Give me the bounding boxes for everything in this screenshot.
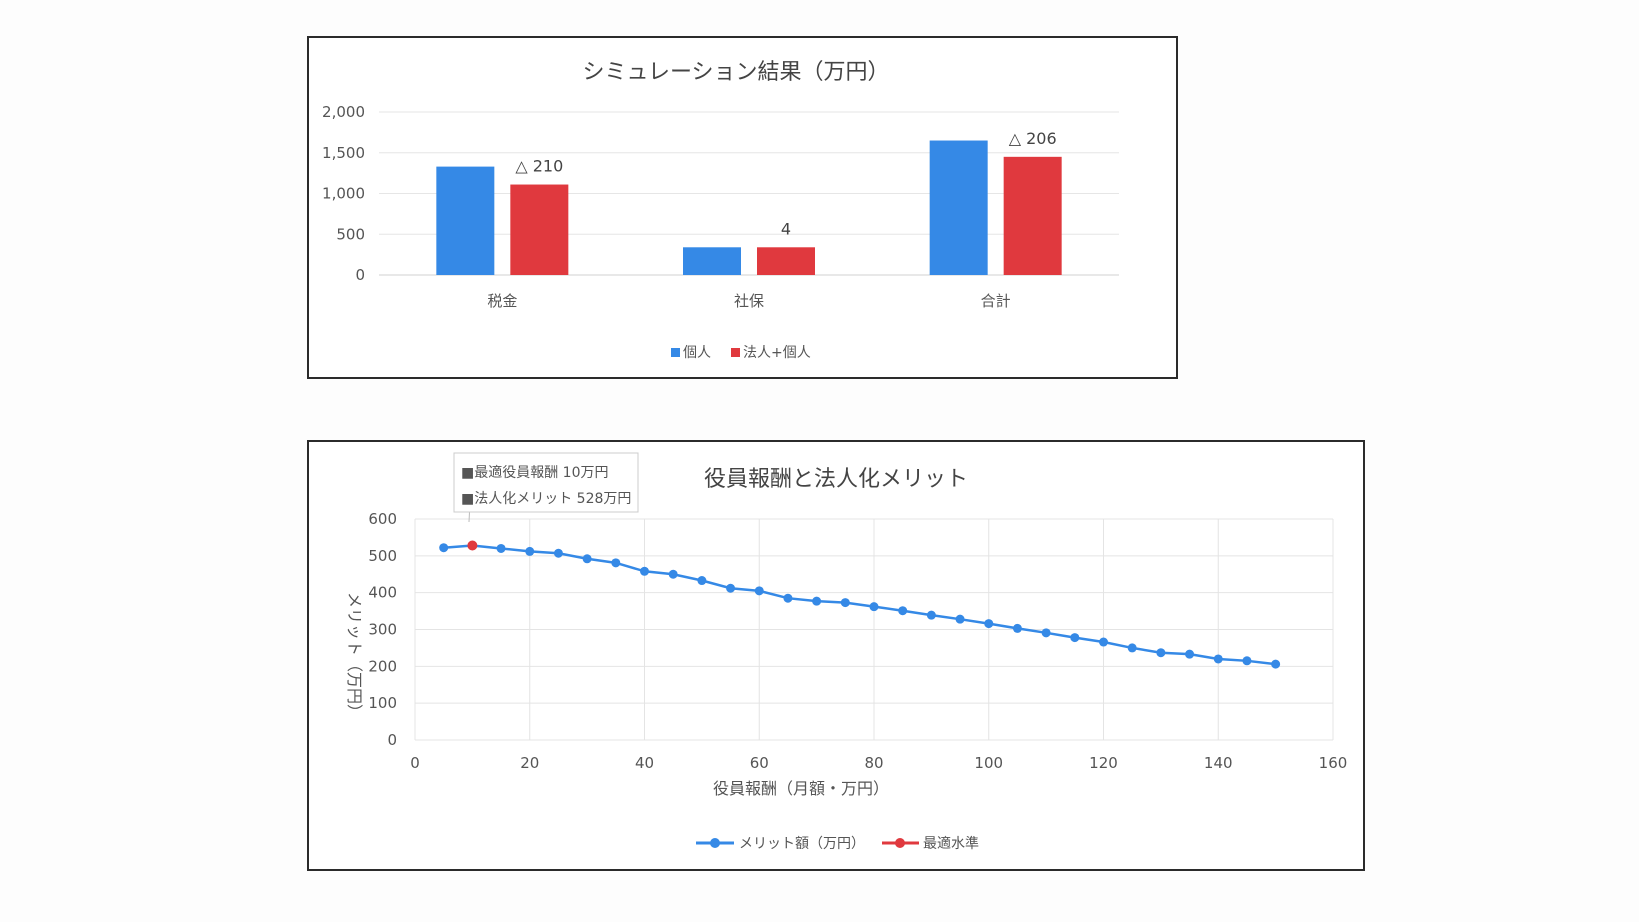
y-tick-label: 100 (368, 694, 397, 712)
merit-point (1242, 656, 1252, 666)
merit-point (1213, 654, 1223, 664)
merit-point (754, 586, 764, 596)
simulation-bar-chart: シミュレーション結果（万円） 0 500 1,000 1,500 2,000 △ 210… (322, 60, 1119, 361)
merit-point (1127, 643, 1137, 653)
merit-point (496, 543, 506, 553)
merit-point (1185, 649, 1195, 659)
data-label: △ 210 (515, 157, 563, 176)
y-tick-label: 1,000 (322, 185, 365, 203)
y-tick-label: 1,500 (322, 144, 365, 162)
merit-point (553, 548, 563, 558)
merit-chart-panel: 役員報酬と法人化メリット 0 100 200 300 400 500 600 0 20 40 60 8… (307, 440, 1365, 871)
annotation-box (453, 452, 639, 513)
y-tick-label: 500 (336, 225, 365, 243)
annotation-line-1: ■最適役員報酬 10万円 (461, 464, 609, 481)
x-tick-label: 60 (750, 754, 769, 772)
legend-swatch-kojin (671, 348, 680, 357)
merit-point (697, 576, 707, 586)
category-label: 社保 (734, 292, 764, 310)
bar-個人-社保 (683, 247, 741, 275)
merit-point (1099, 637, 1108, 647)
y-tick-label: 300 (368, 621, 397, 639)
x-tick-label: 20 (520, 754, 539, 772)
y-tick-label: 500 (368, 547, 397, 565)
bar-法人+個人-社保 (757, 247, 815, 275)
merit-point (783, 593, 793, 603)
x-tick-label: 100 (974, 754, 1003, 772)
merit-point (1271, 659, 1281, 669)
merit-point (582, 554, 592, 564)
merit-point (840, 598, 850, 608)
y-tick-label: 200 (368, 657, 397, 675)
merit-point (1070, 633, 1080, 643)
legend-marker-optimal (895, 838, 905, 848)
category-label: 合計 (981, 292, 1011, 310)
merit-point (1041, 628, 1051, 638)
x-tick-label: 80 (864, 754, 883, 772)
x-axis-label: 役員報酬（月額・万円） (713, 779, 889, 798)
y-tick-label: 0 (387, 731, 397, 749)
merit-point (726, 583, 736, 593)
bar-個人-合計 (929, 140, 988, 275)
merit-point (668, 569, 678, 579)
merit-point (955, 614, 965, 624)
merit-point (640, 566, 649, 576)
category-label: 税金 (487, 292, 517, 310)
x-tick-label: 40 (635, 754, 654, 772)
y-axis-label: メリット（万円） (345, 592, 364, 720)
legend-marker-merit (710, 838, 720, 848)
optimal-point (467, 540, 478, 551)
merit-point (1156, 648, 1166, 658)
data-label: 4 (781, 219, 791, 238)
x-tick-label: 160 (1319, 754, 1348, 772)
chart-title: シミュレーション結果（万円） (582, 60, 889, 85)
chart-title: 役員報酬と法人化メリット (704, 467, 968, 492)
merit-point (525, 546, 535, 556)
simulation-chart-panel: シミュレーション結果（万円） 0 500 1,000 1,500 2,000 △ 210… (307, 36, 1178, 379)
merit-point (984, 619, 994, 629)
bar-個人-税金 (436, 166, 495, 275)
merit-point (926, 610, 936, 620)
legend-swatch-hojin-kojin (731, 348, 740, 357)
merit-point (439, 543, 449, 553)
bar-法人+個人-合計 (1003, 156, 1062, 275)
y-tick-label: 600 (368, 510, 397, 528)
merit-point (869, 602, 879, 612)
bar-法人+個人-税金 (510, 184, 569, 275)
x-tick-label: 0 (410, 754, 420, 772)
merit-point (898, 606, 908, 616)
legend-label-kojin: 個人 (683, 345, 711, 361)
merit-point (812, 596, 822, 606)
x-tick-label: 120 (1089, 754, 1118, 772)
merit-series-line (443, 544, 1276, 666)
legend-label-hojin-kojin: 法人+個人 (743, 345, 811, 361)
annotation-line-2: ■法人化メリット 528万円 (461, 491, 631, 507)
y-tick-label: 400 (368, 584, 397, 602)
y-tick-label: 0 (355, 266, 365, 284)
merit-line-chart: 役員報酬と法人化メリット 0 100 200 300 400 500 600 0 20 40 60 8… (345, 452, 1348, 852)
data-label: △ 206 (1009, 129, 1057, 148)
legend-label-optimal: 最適水準 (923, 835, 979, 852)
merit-point (1012, 623, 1022, 633)
x-tick-label: 140 (1204, 754, 1233, 772)
y-tick-label: 2,000 (322, 103, 365, 121)
merit-point (611, 558, 621, 568)
legend-label-merit: メリット額（万円） (739, 836, 865, 852)
